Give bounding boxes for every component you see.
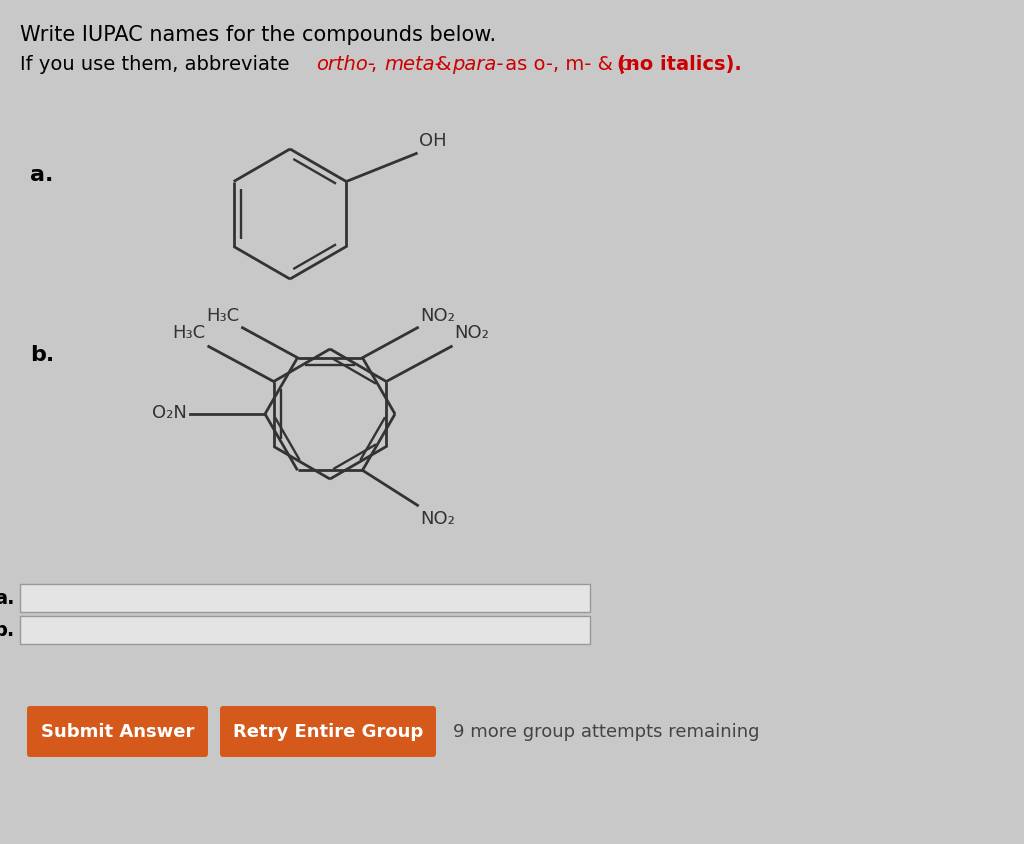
Text: (no italics).: (no italics).	[617, 55, 741, 74]
Text: Submit Answer: Submit Answer	[41, 722, 195, 741]
Text: NO₂: NO₂	[455, 324, 489, 342]
Bar	[20, 616, 590, 644]
Text: meta-: meta-	[384, 55, 441, 74]
Text: Write IUPAC names for the compounds below.: Write IUPAC names for the compounds belo…	[20, 25, 496, 45]
Text: NO₂: NO₂	[421, 306, 456, 324]
Text: Retry Entire Group: Retry Entire Group	[232, 722, 423, 741]
Text: para-: para-	[452, 55, 504, 74]
Text: 9 more group attempts remaining: 9 more group attempts remaining	[453, 722, 760, 741]
Text: &: &	[430, 55, 458, 74]
Text: b.: b.	[0, 621, 15, 640]
Bar	[20, 584, 590, 612]
Text: H₃C: H₃C	[173, 324, 206, 342]
Text: If you use them, abbreviate: If you use them, abbreviate	[20, 55, 296, 74]
FancyBboxPatch shape	[220, 706, 436, 757]
Text: O₂N: O₂N	[153, 403, 187, 421]
FancyBboxPatch shape	[27, 706, 208, 757]
Text: b.: b.	[30, 344, 54, 365]
Text: ,: ,	[371, 55, 383, 74]
Text: a.: a.	[30, 165, 53, 185]
Text: a.: a.	[0, 589, 15, 608]
Text: NO₂: NO₂	[421, 510, 456, 528]
Text: H₃C: H₃C	[207, 306, 240, 324]
Text: ortho-: ortho-	[316, 55, 375, 74]
Text: OH: OH	[419, 132, 446, 149]
Text: as o-, m- & p-: as o-, m- & p-	[499, 55, 645, 74]
